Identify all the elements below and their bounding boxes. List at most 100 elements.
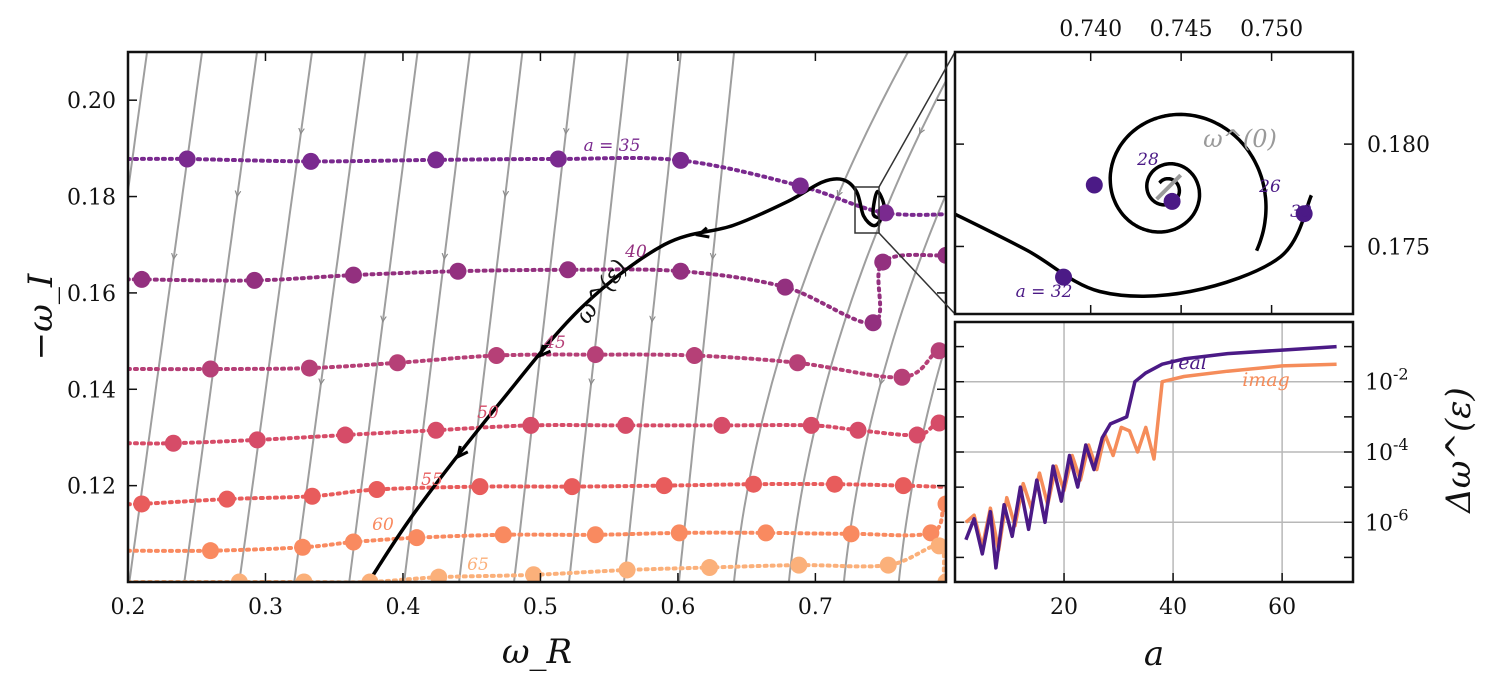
flow-line: [513, 52, 577, 582]
zoom-spiral-path: [1108, 112, 1268, 252]
contour-point: [908, 426, 926, 444]
contour-point: [879, 556, 897, 574]
zoom-tail: [955, 194, 1314, 298]
contour-point: [487, 347, 505, 365]
zoom-inset-box: [854, 186, 880, 234]
contour-point: [303, 487, 321, 505]
zoom-center-label: ω^(0): [1203, 125, 1277, 153]
x-tick-label: 0.4: [385, 595, 420, 620]
label-45: 45: [543, 333, 566, 353]
main-x-ticks: 0.2 0.3 0.4 0.5 0.6 0.7: [111, 52, 833, 620]
contour-point: [937, 573, 946, 582]
zoom-spiral: [955, 112, 1314, 298]
contour-point: [701, 559, 719, 577]
contour-point: [559, 261, 577, 279]
flow-line: [622, 52, 682, 582]
zoom-y-tick-label: 0.180: [1367, 133, 1430, 158]
contour-point: [361, 573, 379, 582]
contour-point: [790, 556, 808, 574]
contour-point: [789, 354, 807, 372]
zoom-point: [1163, 192, 1181, 210]
error-x-tick-label: 60: [1268, 595, 1296, 620]
contour-point: [685, 347, 703, 365]
contour-point: [388, 354, 406, 372]
contour-point: [300, 359, 318, 377]
error-x-tick-label: 40: [1159, 595, 1187, 620]
error-y-tick-label: 10-4: [1365, 435, 1409, 466]
contour-point: [201, 360, 219, 378]
contour-point: [922, 524, 940, 542]
contour-line-2: [128, 347, 946, 380]
trajectory-arrow: [695, 226, 710, 239]
contour-point: [874, 253, 892, 271]
zoom-frame: [953, 50, 1355, 316]
contour-point: [877, 204, 895, 222]
contour-point: [791, 177, 809, 195]
main-x-label: ω_R: [502, 632, 572, 672]
contour-point: [894, 477, 912, 495]
x-tick-label: 0.2: [111, 595, 146, 620]
flow-line: [842, 191, 946, 582]
contour-point: [842, 525, 860, 543]
label-65: 65: [467, 555, 489, 575]
contour-points: [133, 150, 946, 582]
contour-line-4: [128, 481, 946, 507]
zoom-connector-top: [878, 51, 956, 188]
zoom-x-tick-label: 0.750: [1240, 17, 1303, 42]
x-tick-label: 0.6: [660, 595, 695, 620]
contour-point: [230, 573, 248, 582]
contour-point: [408, 529, 426, 547]
contour-point: [713, 416, 731, 434]
contour-point: [294, 538, 312, 556]
contour-point: [430, 568, 448, 582]
contour-point: [164, 434, 182, 452]
main-y-ticks: 0.12 0.14 0.16 0.18 0.20: [67, 89, 946, 500]
contour-line-0: [128, 155, 946, 217]
zoom-y-tick-label: 0.175: [1367, 235, 1430, 260]
contour-point: [368, 480, 386, 498]
contour-point: [427, 151, 445, 169]
y-tick-label: 0.20: [67, 89, 116, 114]
zoom-point: [1295, 205, 1313, 223]
contour-point: [586, 526, 604, 544]
label-50: 50: [477, 403, 499, 423]
contour-point: [930, 537, 946, 555]
error-panel: real imag 20 40 60 10-2 10-4 10-6 a Δω^(ε): [953, 320, 1479, 674]
contour-point: [672, 151, 690, 169]
trajectory-label: ω^(ε): [570, 254, 634, 328]
error-line-real: [964, 344, 1337, 570]
contour-point: [218, 490, 236, 508]
contour-point: [133, 495, 151, 513]
zoom-label-a32: a = 32: [1016, 282, 1073, 302]
contour-point: [201, 542, 219, 560]
trajectory-arrow: [538, 344, 552, 359]
label-55: 55: [421, 470, 443, 490]
contour-point: [937, 495, 946, 513]
label-40: 40: [624, 242, 647, 262]
contour-point: [670, 524, 688, 542]
y-tick-label: 0.14: [67, 378, 116, 403]
error-x-label: a: [1144, 634, 1164, 674]
flow-line: [458, 52, 524, 582]
contour-point: [336, 426, 354, 444]
zoom-label-28: 28: [1136, 150, 1159, 170]
flow-line: [677, 52, 736, 582]
contour-point: [525, 566, 543, 582]
error-y-label: Δω^(ε): [1439, 387, 1479, 515]
contour-point: [449, 262, 467, 280]
zoom-point: [1085, 176, 1103, 194]
y-tick-label: 0.16: [67, 282, 116, 307]
flow-arrow: [47, 362, 50, 383]
x-tick-label: 0.5: [523, 595, 558, 620]
legend-real: real: [1169, 352, 1207, 374]
zoom-x-tick-label: 0.740: [1059, 17, 1122, 42]
x-tick-label: 0.7: [798, 595, 833, 620]
contour-point: [344, 533, 362, 551]
error-y-ticks: 10-2 10-4 10-6: [955, 345, 1409, 559]
trajectory-arrow: [455, 445, 469, 460]
contour-point: [563, 478, 581, 496]
flow-line: [732, 52, 910, 582]
contour-point: [776, 278, 794, 296]
contour-point: [618, 561, 636, 579]
contour-point: [930, 342, 946, 360]
